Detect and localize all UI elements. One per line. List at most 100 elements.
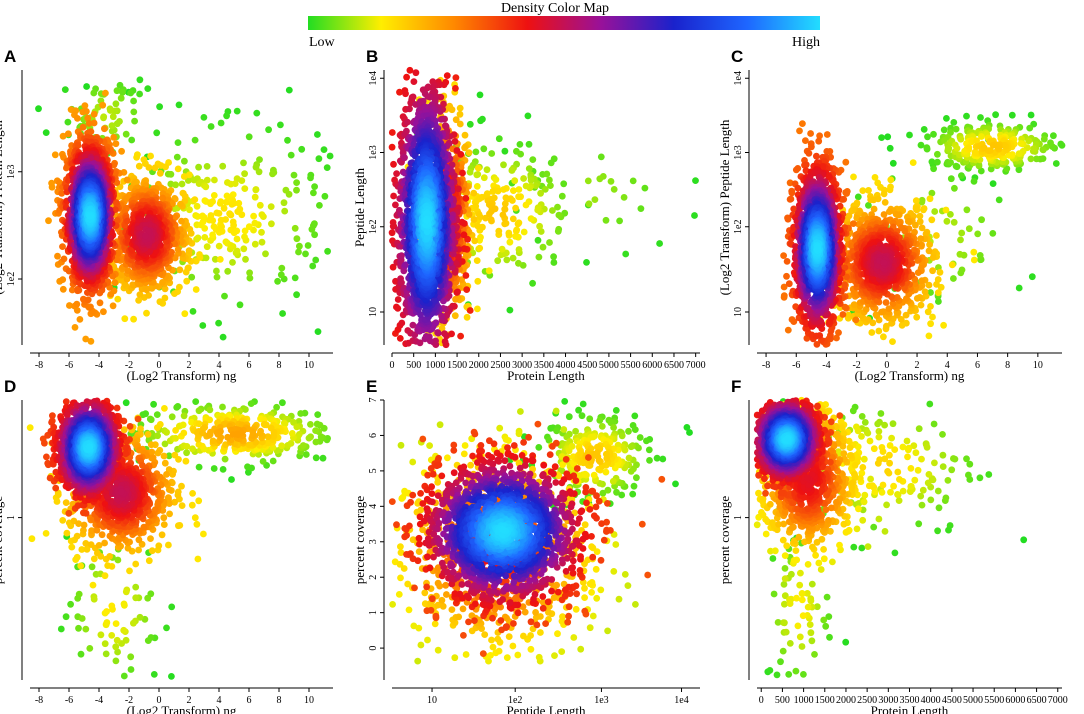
- data-point: [466, 168, 474, 176]
- data-point: [602, 216, 610, 224]
- panel-c-points: [780, 111, 1066, 348]
- data-point: [934, 150, 941, 158]
- data-point: [178, 217, 185, 225]
- x-tick-label: 1000: [425, 360, 445, 371]
- data-point: [629, 177, 637, 185]
- y-tick-label: 1e3: [6, 165, 17, 179]
- data-point: [943, 115, 950, 122]
- data-point: [179, 189, 187, 197]
- data-point: [462, 272, 470, 279]
- data-point: [269, 170, 276, 178]
- data-point: [185, 247, 193, 255]
- x-tick-label: 7000: [686, 360, 706, 371]
- data-point: [290, 171, 298, 179]
- data-point: [637, 205, 645, 213]
- data-point: [118, 271, 126, 279]
- data-point: [183, 277, 191, 285]
- data-point: [527, 177, 535, 184]
- data-point: [241, 233, 248, 241]
- data-point: [147, 152, 155, 160]
- data-point: [515, 259, 522, 267]
- data-point: [274, 277, 281, 285]
- data-point: [136, 76, 144, 84]
- data-point: [597, 153, 605, 161]
- panel-b-points: [388, 66, 699, 349]
- data-point: [935, 298, 942, 305]
- data-point: [262, 250, 269, 258]
- data-point: [114, 249, 122, 257]
- data-point: [277, 271, 285, 279]
- data-point: [952, 125, 960, 133]
- data-point: [174, 139, 182, 147]
- data-point: [424, 93, 432, 100]
- data-point: [251, 193, 259, 201]
- data-point: [976, 252, 984, 259]
- data-point: [555, 225, 563, 233]
- data-point: [207, 200, 214, 208]
- data-point: [193, 202, 201, 210]
- data-point: [145, 292, 153, 299]
- data-point: [199, 322, 207, 329]
- data-point: [142, 285, 150, 292]
- data-point: [483, 166, 491, 174]
- data-point: [477, 233, 484, 241]
- data-point: [992, 111, 999, 119]
- data-point: [522, 201, 530, 209]
- data-point: [123, 176, 131, 184]
- data-point: [173, 153, 181, 161]
- data-point: [211, 255, 219, 263]
- data-point: [394, 296, 402, 303]
- x-tick-label: 2000: [469, 360, 489, 371]
- data-point: [591, 196, 599, 204]
- data-point: [479, 223, 486, 231]
- data-point: [509, 215, 517, 223]
- y-tick-label: 1e4: [368, 71, 379, 85]
- data-point: [473, 257, 481, 264]
- data-point: [516, 141, 524, 148]
- data-point: [223, 112, 231, 120]
- data-point: [113, 120, 121, 128]
- panel-b-x-title: Protein Length: [507, 368, 585, 383]
- data-point: [534, 206, 542, 214]
- data-point: [176, 283, 183, 291]
- data-point: [1008, 111, 1016, 119]
- data-point: [501, 205, 509, 213]
- data-point: [541, 186, 549, 193]
- data-point: [398, 252, 405, 260]
- data-point: [203, 176, 211, 184]
- data-point: [241, 170, 249, 178]
- data-point: [213, 267, 220, 275]
- x-tick-label: 0: [157, 360, 162, 371]
- data-point: [390, 160, 397, 168]
- data-point: [973, 137, 980, 145]
- data-point: [930, 165, 937, 173]
- data-point: [323, 164, 331, 172]
- data-point: [76, 316, 84, 323]
- data-point: [511, 177, 519, 185]
- data-point: [252, 186, 260, 194]
- data-point: [201, 225, 209, 232]
- data-point: [410, 140, 418, 148]
- data-point: [186, 206, 193, 214]
- data-point: [448, 330, 455, 338]
- data-point: [457, 332, 464, 340]
- data-point: [641, 184, 649, 192]
- data-point: [90, 110, 98, 118]
- x-tick-label: -4: [95, 360, 103, 371]
- data-point: [1026, 124, 1034, 132]
- data-point: [558, 192, 566, 200]
- data-point: [293, 291, 300, 299]
- data-point: [537, 228, 545, 235]
- data-point: [234, 208, 242, 216]
- data-point: [156, 298, 164, 306]
- data-point: [130, 108, 138, 116]
- data-point: [278, 264, 286, 272]
- data-point: [953, 145, 961, 152]
- data-point: [209, 231, 217, 239]
- data-point: [311, 231, 318, 239]
- data-point: [952, 162, 960, 170]
- data-point: [865, 202, 872, 209]
- data-point: [314, 328, 322, 335]
